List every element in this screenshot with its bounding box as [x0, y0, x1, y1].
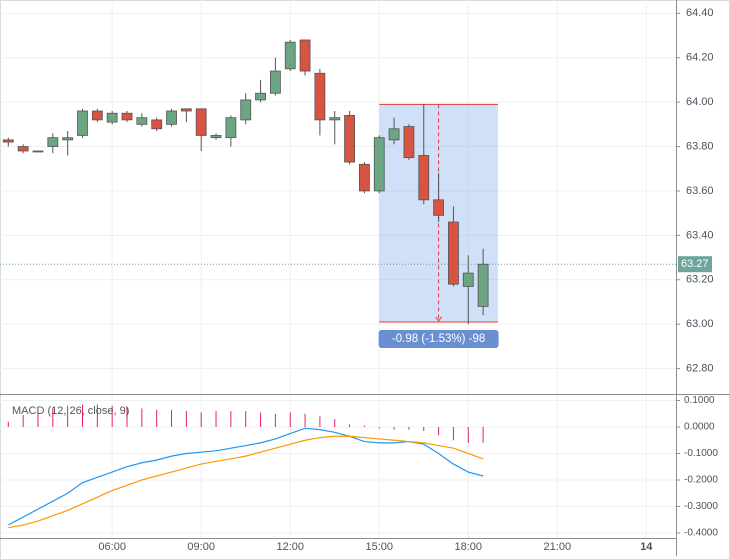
y-tick-label: 63.80 [686, 140, 714, 152]
candle-body [77, 110, 88, 136]
y-tick-label: 64.40 [686, 7, 714, 19]
candle-body [388, 128, 400, 141]
candle-body [269, 70, 281, 94]
x-tick-label: 15:00 [365, 541, 393, 553]
candle-body [225, 117, 237, 139]
candle-body [17, 146, 29, 152]
candle-body [106, 112, 118, 123]
y-tick-label: -0.4000 [684, 528, 718, 539]
candle-body [329, 117, 341, 121]
y-tick-label: -0.2000 [684, 475, 718, 486]
candle-body [180, 108, 192, 112]
candle-body [32, 150, 44, 153]
measure-label: -0.98 (-1.53%) -98 [392, 333, 485, 345]
measure-arrow-head [435, 316, 442, 322]
candle-body [136, 117, 148, 125]
candle-body [418, 155, 430, 201]
candle-body [121, 112, 133, 121]
candle-body [299, 39, 311, 72]
candle-body [210, 135, 222, 139]
y-tick-label: 63.00 [686, 318, 714, 330]
macd-line [8, 435, 484, 529]
grid [0, 0, 676, 538]
candle-body [284, 41, 296, 70]
candle-body [462, 272, 474, 287]
candle-body [240, 99, 252, 121]
macd-title: MACD (12, 26, close, 9) [12, 405, 129, 417]
last-price-tag-bg [678, 256, 712, 273]
x-tick-label: 09:00 [187, 541, 215, 553]
x-tick-label: 14 [640, 541, 653, 553]
candle-body [344, 115, 355, 163]
y-tick-label: 64.20 [686, 52, 714, 64]
candle-body [448, 221, 459, 285]
macd-line [8, 427, 484, 526]
candle-body [255, 92, 266, 101]
candle-body [166, 110, 177, 125]
candle-body [314, 72, 326, 121]
candle-body [477, 263, 489, 307]
candle-body [151, 119, 163, 130]
plot: -0.98 (-1.53%) -98 [0, 39, 676, 529]
candle-body [373, 137, 385, 192]
y-tick-label: -0.3000 [684, 501, 718, 512]
candle-body [47, 137, 59, 147]
x-tick-label: 06:00 [98, 541, 126, 553]
y-tick-label: 64.00 [686, 96, 714, 108]
y-tick-label: 63.60 [686, 185, 714, 197]
candle-body [433, 199, 444, 216]
last-price-tag: 63.27 [681, 258, 709, 270]
y-tick-label: 63.40 [686, 229, 714, 241]
y-tick-label: 0.0000 [684, 422, 715, 433]
y-tick-label: 62.80 [686, 362, 714, 374]
candle-body [62, 137, 74, 141]
y-tick-label: -0.1000 [684, 448, 718, 459]
measure-label-bg [378, 329, 499, 348]
x-tick-label: 18:00 [455, 541, 483, 553]
y-tick-label: 63.20 [686, 274, 714, 286]
candle-body [195, 108, 207, 136]
x-tick-label: 21:00 [544, 541, 572, 553]
candle-body [403, 126, 415, 159]
candle-body [359, 163, 370, 192]
y-tick-label: 0.1000 [684, 395, 715, 406]
candle-body [2, 139, 14, 143]
candle-body [91, 110, 103, 121]
x-tick-label: 12:00 [276, 541, 304, 553]
